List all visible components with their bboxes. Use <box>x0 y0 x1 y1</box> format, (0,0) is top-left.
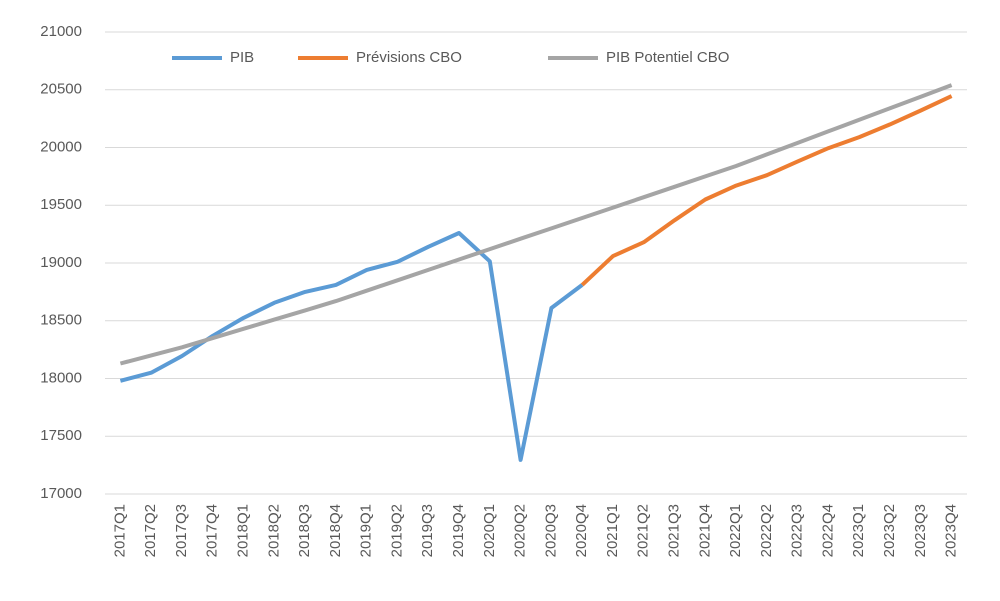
y-tick-label: 18000 <box>40 369 82 386</box>
x-tick-label: 2021Q4 <box>696 504 713 557</box>
x-tick-label: 2020Q4 <box>573 504 590 557</box>
y-tick-label: 18500 <box>40 312 82 329</box>
legend-label: PIB Potentiel CBO <box>606 49 729 66</box>
x-tick-label: 2023Q2 <box>881 504 898 557</box>
x-tick-label: 2022Q2 <box>758 504 775 557</box>
legend-label: PIB <box>230 49 254 66</box>
x-tick-label: 2022Q4 <box>819 504 836 557</box>
y-tick-label: 20000 <box>40 138 82 155</box>
x-tick-label: 2018Q4 <box>327 504 344 557</box>
legend-label: Prévisions CBO <box>356 49 462 66</box>
x-tick-label: 2018Q1 <box>235 504 252 557</box>
x-tick-label: 2023Q4 <box>943 504 960 557</box>
x-tick-label: 2019Q4 <box>450 504 467 557</box>
x-tick-label: 2020Q1 <box>481 504 498 557</box>
x-tick-label: 2020Q3 <box>542 504 559 557</box>
x-tick-label: 2021Q1 <box>604 504 621 557</box>
series-line <box>580 94 953 287</box>
x-tick-label: 2017Q1 <box>111 504 128 557</box>
x-tick-label: 2022Q1 <box>727 504 744 557</box>
x-tick-label: 2023Q3 <box>912 504 929 557</box>
y-tick-label: 21000 <box>40 23 82 40</box>
x-tick-label: 2023Q1 <box>850 504 867 557</box>
x-tick-label: 2018Q3 <box>296 504 313 557</box>
x-tick-label: 2019Q2 <box>388 504 405 557</box>
x-tick-label: 2022Q3 <box>789 504 806 557</box>
x-tick-label: 2021Q3 <box>666 504 683 557</box>
y-tick-label: 17500 <box>40 427 82 444</box>
y-tick-label: 19500 <box>40 196 82 213</box>
x-tick-label: 2018Q2 <box>265 504 282 557</box>
x-tick-label: 2017Q3 <box>173 504 190 557</box>
x-tick-label: 2017Q4 <box>204 504 221 557</box>
x-tick-label: 2019Q1 <box>358 504 375 557</box>
y-tick-label: 19000 <box>40 254 82 271</box>
x-tick-label: 2020Q2 <box>512 504 529 557</box>
y-tick-label: 20500 <box>40 81 82 98</box>
series-line <box>119 83 953 366</box>
x-tick-label: 2021Q2 <box>635 504 652 557</box>
series-line <box>119 231 584 462</box>
y-tick-label: 17000 <box>40 485 82 502</box>
x-tick-label: 2017Q2 <box>142 504 159 557</box>
x-tick-label: 2019Q3 <box>419 504 436 557</box>
